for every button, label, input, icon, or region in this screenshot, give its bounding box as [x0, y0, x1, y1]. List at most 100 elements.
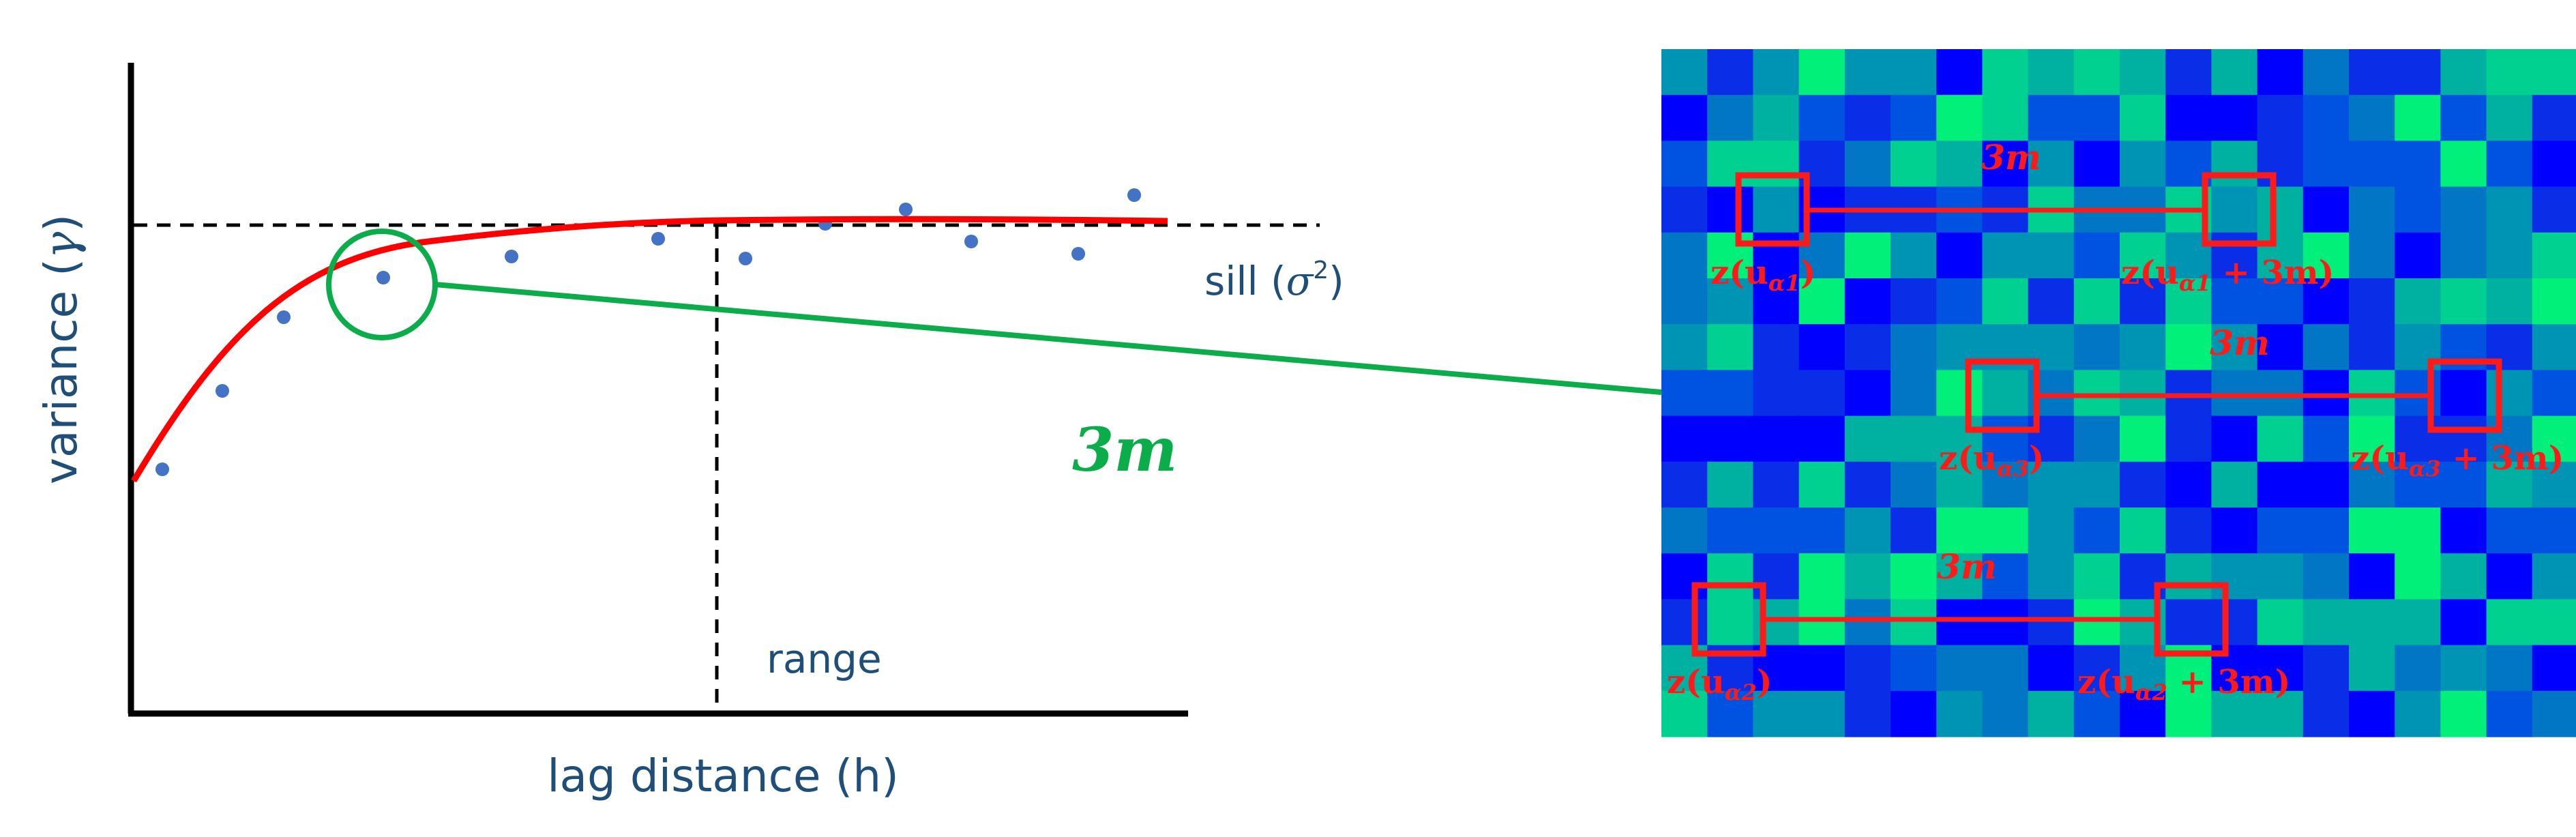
grid-cell [1936, 49, 1983, 96]
pair-distance-label: 3m [1937, 546, 1997, 587]
grid-cell [2073, 95, 2120, 141]
grid-cell [2440, 49, 2487, 96]
grid-cell [2211, 599, 2258, 646]
grid-cell [2349, 324, 2395, 370]
range-label: range [767, 636, 882, 682]
grid-cell [1891, 599, 1937, 646]
grid-cell [2120, 324, 2166, 370]
grid-cell [2028, 232, 2075, 279]
grid-cell [1936, 599, 1983, 646]
grid-cell [2303, 690, 2350, 737]
pair-alpha3: 3m z(uα3) z(uα3 + 3m) [1939, 323, 2564, 482]
grid-cell [1707, 324, 1753, 370]
grid-cell [2532, 324, 2576, 370]
grid-cell [1798, 645, 1846, 692]
grid-cell [2303, 508, 2350, 554]
grid-cell [2211, 370, 2258, 417]
grid-cell [1753, 49, 1800, 96]
grid-cell [2257, 232, 2304, 279]
location-box-left [1691, 582, 1766, 657]
grid-cell [1661, 141, 1708, 188]
grid-cell [2257, 324, 2304, 370]
experimental-points [156, 188, 1141, 476]
grid-cell [1707, 141, 1753, 188]
grid-cell [1982, 461, 2029, 508]
grid-cell [2211, 553, 2258, 600]
lag-distance-label: 3m [1072, 414, 1177, 485]
grid-cell [2440, 461, 2487, 508]
grid-cell [1891, 690, 1937, 737]
grid-cell [2073, 370, 2120, 417]
grid-cell [2120, 278, 2166, 325]
grid-cell [2532, 645, 2576, 692]
grid-cell [2440, 508, 2487, 554]
grid-cell [1661, 324, 1708, 370]
grid-cell [1661, 186, 1708, 233]
grid-cell [2120, 49, 2166, 96]
grid-cell [1891, 461, 1937, 508]
grid-cell [2303, 415, 2350, 462]
grid-cell [1707, 49, 1753, 96]
grid-cell [2073, 324, 2120, 370]
grid-cell [1891, 370, 1937, 417]
grid-cell [2303, 141, 2350, 188]
grid-cell [1707, 690, 1753, 737]
grid-cell [1891, 645, 1937, 692]
grid-cell [2395, 690, 2441, 737]
grid-cell [1798, 415, 1846, 462]
grid-cell [2395, 370, 2441, 417]
grid-cell [1707, 232, 1753, 279]
grid-cell [1798, 599, 1846, 646]
grid-cell [1661, 461, 1708, 508]
grid-cell [2303, 461, 2350, 508]
location-box-right [2427, 358, 2502, 433]
grid-cell [1844, 278, 1891, 325]
grid-cell [1798, 553, 1846, 600]
grid-cell [2028, 599, 2075, 646]
grid-cell [1982, 508, 2029, 554]
grid-cell [2211, 95, 2258, 141]
grid-cell [1661, 49, 1708, 96]
grid-cell [2120, 141, 2166, 188]
right-location-label: z(uα1 + 3m) [2121, 254, 2334, 296]
grid-cell [2303, 95, 2350, 141]
grid-cell [2211, 324, 2258, 370]
grid-cell [2349, 415, 2395, 462]
grid-cell [2257, 141, 2304, 188]
grid-cell [1707, 553, 1753, 600]
data-point [1071, 247, 1085, 261]
grid-cell [2532, 508, 2576, 554]
grid-cell [1661, 370, 1708, 417]
grid-cell [2395, 553, 2441, 600]
grid-cell [2028, 141, 2075, 188]
grid-cell [1753, 232, 1800, 279]
grid-cell [2486, 141, 2533, 188]
grid-cell [2028, 278, 2075, 325]
grid-cell [1844, 141, 1891, 188]
grid-cell [1891, 553, 1937, 600]
grid-cell [1844, 370, 1891, 417]
grid-cell [2120, 95, 2166, 141]
grid-cell [2120, 370, 2166, 417]
grid-cell [2532, 232, 2576, 279]
grid-cell [1707, 508, 1753, 554]
grid-cell [2532, 553, 2576, 600]
grid-cell [2303, 186, 2350, 233]
grid-cell [2349, 508, 2395, 554]
grid-cell [2211, 232, 2258, 279]
grid-cell [2257, 553, 2304, 600]
grid-cell [1798, 508, 1846, 554]
grid-cell [2486, 232, 2533, 279]
grid-cell [2028, 461, 2075, 508]
grid-cell [2486, 278, 2533, 325]
grid-cell [2532, 415, 2576, 462]
grid-cell [2486, 461, 2533, 508]
grid-cell [2349, 141, 2395, 188]
grid-cell [2532, 461, 2576, 508]
grid-cell [2303, 278, 2350, 325]
grid-cell [2486, 186, 2533, 233]
grid-cell [2257, 508, 2304, 554]
grid-cell [1844, 415, 1891, 462]
grid-cell [2440, 645, 2487, 692]
